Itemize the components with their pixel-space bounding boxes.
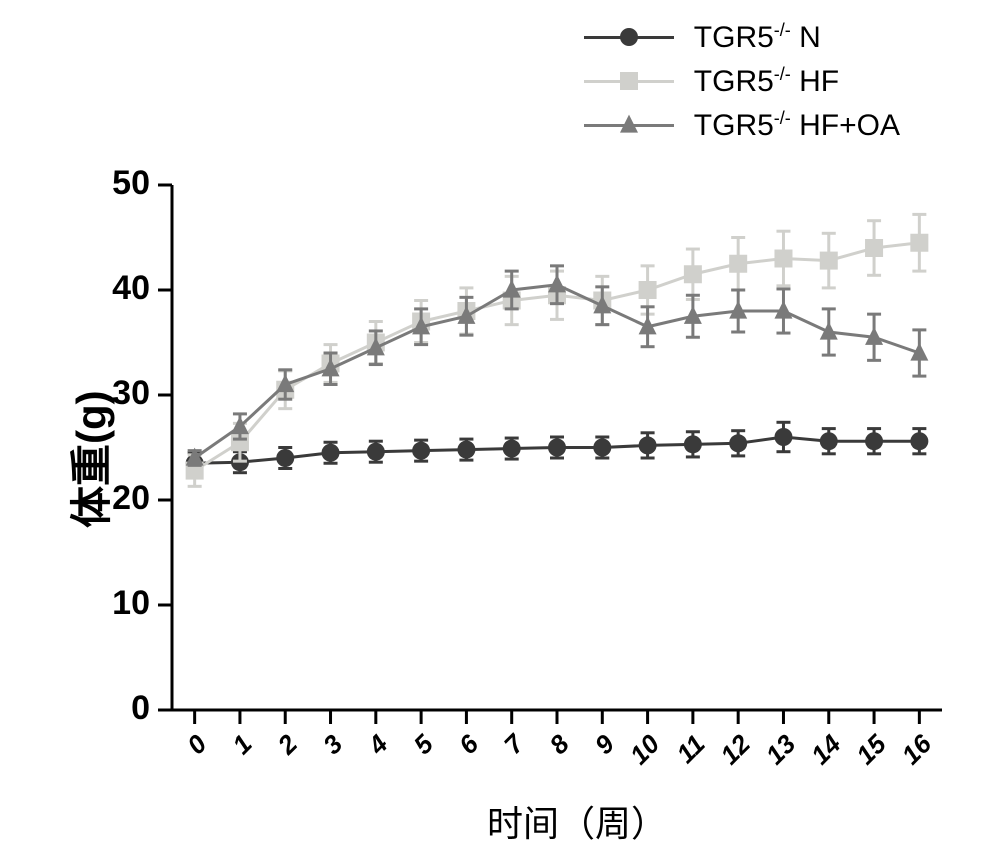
marker-circle xyxy=(457,441,475,459)
legend-marker-icon xyxy=(617,113,641,137)
marker-square xyxy=(684,265,702,283)
marker-square xyxy=(639,281,657,299)
x-tick-label: 6 xyxy=(453,728,485,760)
x-tick-label: 14 xyxy=(805,728,847,770)
legend-marker-icon xyxy=(617,69,641,93)
legend-row-HF_OA: TGR5-/- HF+OA xyxy=(584,103,900,147)
marker-triangle xyxy=(548,274,566,292)
legend-label: TGR5-/- HF xyxy=(694,64,839,99)
x-tick-label: 9 xyxy=(589,728,621,760)
x-tick-label: 11 xyxy=(670,729,710,769)
x-tick-label: 5 xyxy=(407,728,439,760)
marker-circle xyxy=(412,442,430,460)
marker-circle xyxy=(729,434,747,452)
x-tick-label: 0 xyxy=(181,728,213,760)
x-tick-label: 10 xyxy=(624,728,666,770)
legend-label: TGR5-/- HF+OA xyxy=(694,108,900,143)
marker-circle xyxy=(322,444,340,462)
x-tick-label: 1 xyxy=(226,729,257,760)
y-tick-label: 10 xyxy=(112,584,150,622)
marker-square xyxy=(820,252,838,270)
x-tick-label: 16 xyxy=(896,728,938,770)
y-tick-label: 50 xyxy=(112,164,150,202)
marker-square xyxy=(865,239,883,257)
marker-square xyxy=(729,255,747,273)
legend-label: TGR5-/- N xyxy=(694,20,821,55)
marker-circle xyxy=(367,443,385,461)
x-tick-label: 12 xyxy=(714,728,756,770)
legend-row-N: TGR5-/- N xyxy=(584,15,900,59)
legend-row-HF: TGR5-/- HF xyxy=(584,59,900,103)
chart-wrapper: 01020304050012345678910111213141516 TGR5… xyxy=(0,0,1000,862)
x-axis-title: 时间（周） xyxy=(447,795,707,847)
marker-square xyxy=(910,234,928,252)
legend-line-icon xyxy=(584,36,674,39)
marker-circle xyxy=(548,439,566,457)
marker-circle xyxy=(276,449,294,467)
x-tick-label: 15 xyxy=(850,728,892,770)
legend: TGR5-/- N TGR5-/- HF TGR5-/- HF+OA xyxy=(584,15,900,147)
marker-circle xyxy=(639,436,657,454)
marker-square xyxy=(774,250,792,268)
x-tick-label: 2 xyxy=(271,728,304,761)
legend-line-icon xyxy=(584,124,674,127)
marker-circle xyxy=(820,432,838,450)
marker-circle xyxy=(865,432,883,450)
x-tick-label: 13 xyxy=(760,728,802,770)
y-axis-title: 体重(g) xyxy=(58,390,119,528)
marker-circle xyxy=(503,440,521,458)
y-tick-label: 40 xyxy=(112,269,150,307)
x-tick-label: 7 xyxy=(498,728,531,761)
x-tick-label: 4 xyxy=(361,728,394,761)
series-N xyxy=(186,422,929,473)
marker-circle xyxy=(774,428,792,446)
x-tick-label: 8 xyxy=(543,728,575,760)
marker-circle xyxy=(910,432,928,450)
marker-circle xyxy=(684,435,702,453)
y-tick-label: 0 xyxy=(131,689,150,727)
marker-circle xyxy=(593,439,611,457)
x-tick-label: 3 xyxy=(317,728,349,760)
legend-line-icon xyxy=(584,80,674,83)
legend-marker-icon xyxy=(617,25,641,49)
